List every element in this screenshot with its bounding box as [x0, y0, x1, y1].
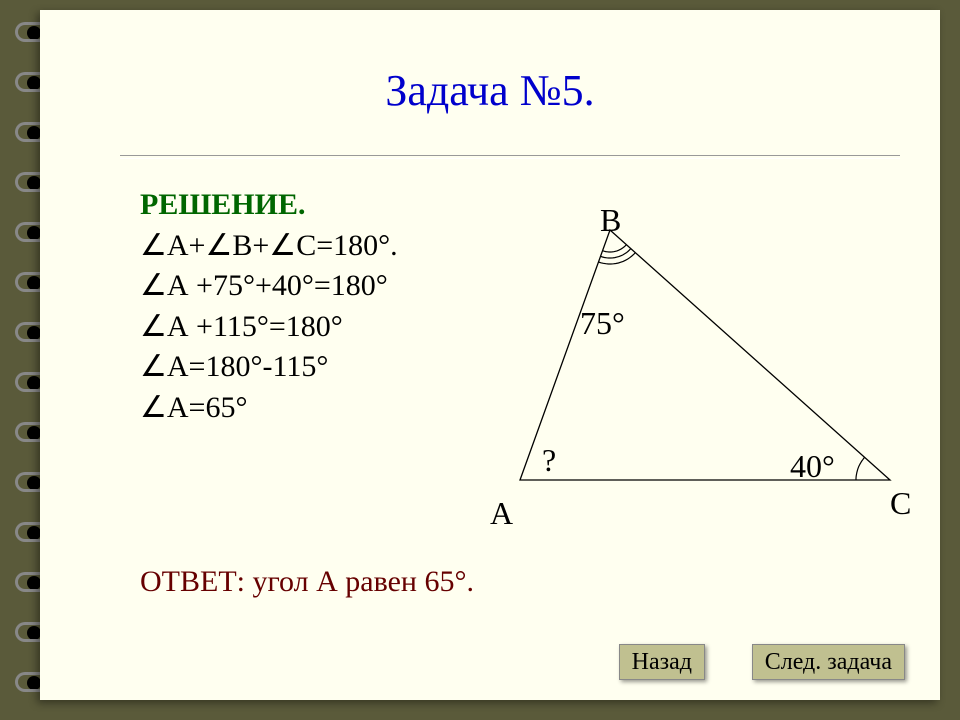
slide: Задача №5. РЕШЕНИЕ. ∠А+∠В+∠С=180°. ∠А +7… [40, 10, 940, 700]
vertex-label-a: A [490, 495, 513, 532]
back-button[interactable]: Назад [619, 644, 705, 680]
angle-label-c: 40° [790, 448, 835, 485]
title-divider [120, 155, 900, 159]
solution-line: ∠А+∠В+∠С=180°. [140, 226, 398, 267]
next-button[interactable]: След. задача [752, 644, 905, 680]
solution-heading: РЕШЕНИЕ. [140, 185, 398, 226]
solution-line: ∠А=180°-115° [140, 347, 398, 388]
solution-line: ∠А +75°+40°=180° [140, 266, 398, 307]
answer-line: ОТВЕТ: угол А равен 65°. [140, 565, 474, 599]
solution-line: ∠А=65° [140, 388, 398, 429]
vertex-label-c: C [890, 485, 911, 522]
triangle-svg [480, 210, 910, 540]
triangle-diagram: A B C 75° 40° ? [480, 210, 910, 540]
angle-label-a: ? [542, 442, 556, 479]
solution-line: ∠А +115°=180° [140, 307, 398, 348]
spiral-binding [10, 0, 40, 720]
angle-label-b: 75° [580, 305, 625, 342]
slide-title: Задача №5. [40, 65, 940, 116]
vertex-label-b: B [600, 202, 621, 239]
solution-block: РЕШЕНИЕ. ∠А+∠В+∠С=180°. ∠А +75°+40°=180°… [140, 185, 398, 428]
